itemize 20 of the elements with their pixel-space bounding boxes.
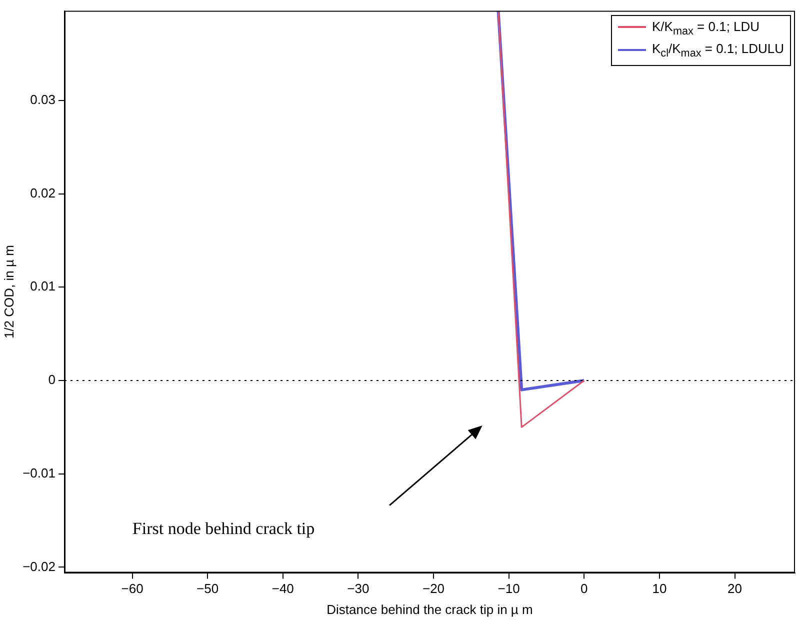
x-tick-label: 10 bbox=[652, 581, 667, 596]
x-tick-label: 20 bbox=[728, 581, 742, 596]
x-tick-label: −40 bbox=[272, 581, 294, 596]
x-tick-label: −20 bbox=[422, 581, 445, 596]
x-tick-label: −30 bbox=[347, 581, 370, 596]
legend-label: K$_{cl}$/K$_{max}$ = 0.1; LDULU bbox=[651, 40, 784, 62]
x-tick-label: 0 bbox=[580, 581, 588, 596]
annotation: First node behind crack tip bbox=[132, 519, 315, 540]
y-tick-label: 0.03 bbox=[30, 92, 56, 107]
y-tick-label: 0.02 bbox=[30, 185, 56, 200]
x-axis-title: Distance behind the crack tip in µ m bbox=[326, 602, 533, 617]
y-tick-label: −0.02 bbox=[22, 558, 56, 574]
y-tick-label: 0 bbox=[48, 372, 56, 388]
y-tick-label: −0.01 bbox=[22, 465, 56, 480]
x-tick-label: −50 bbox=[196, 581, 219, 596]
y-tick-label: 0.01 bbox=[30, 278, 56, 294]
x-tick-label: −60 bbox=[121, 581, 144, 596]
legend-label: K/K$_{max}$ = 0.1; LDU bbox=[651, 18, 761, 40]
x-tick-label: −10 bbox=[498, 581, 520, 596]
y-axis-title: 1/2 COD, in µ m bbox=[1, 245, 16, 339]
